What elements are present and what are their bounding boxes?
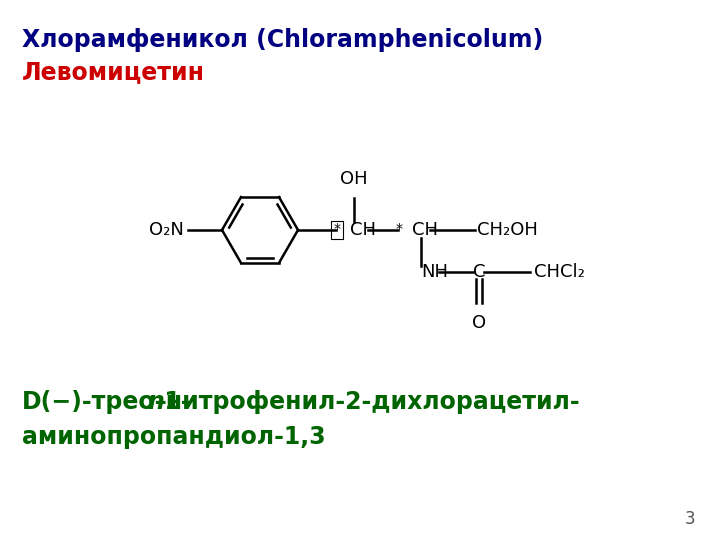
Text: Левомицетин: Левомицетин <box>22 60 205 84</box>
Text: O: O <box>472 314 486 332</box>
Text: OH: OH <box>340 170 368 188</box>
Text: Хлорамфеникол (Chloramphenicolum): Хлорамфеникол (Chloramphenicolum) <box>22 28 544 52</box>
Text: C: C <box>473 263 485 281</box>
Text: CH: CH <box>412 221 438 239</box>
Text: -нитрофенил-2-дихлорацетил-: -нитрофенил-2-дихлорацетил- <box>157 390 580 414</box>
Text: 3: 3 <box>685 510 695 528</box>
Text: CH₂OH: CH₂OH <box>477 221 538 239</box>
Text: O₂N: O₂N <box>149 221 184 239</box>
Text: CHCl₂: CHCl₂ <box>534 263 585 281</box>
Text: аминопропандиол-1,3: аминопропандиол-1,3 <box>22 425 325 449</box>
Text: *: * <box>333 222 341 236</box>
Text: NH: NH <box>421 263 448 281</box>
Text: *: * <box>395 222 402 236</box>
Text: D(−)-трео-1-: D(−)-трео-1- <box>22 390 192 414</box>
Text: n: n <box>147 390 164 414</box>
Text: CH: CH <box>350 221 376 239</box>
